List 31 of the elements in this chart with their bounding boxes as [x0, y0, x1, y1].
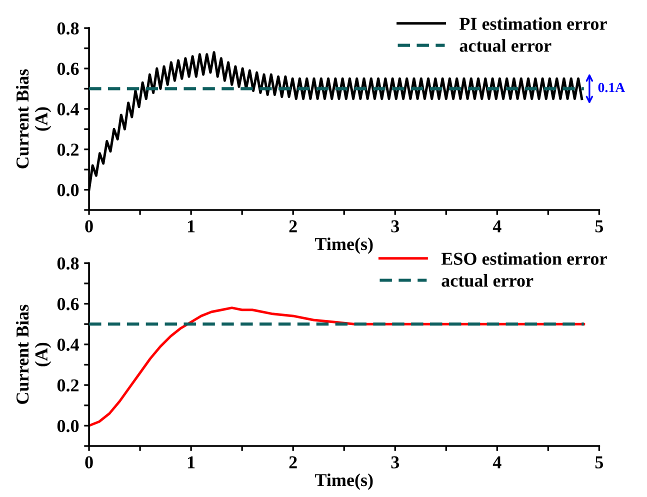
- y-tick-label: 0.8: [57, 257, 79, 270]
- x-tick-label: 2: [289, 456, 297, 468]
- legend-label: actual error: [442, 274, 534, 287]
- x-tick-label: 4: [492, 456, 502, 468]
- x-tick-label: 2: [289, 220, 297, 232]
- annotation: 0.1A: [598, 82, 626, 92]
- y-tick-label: 0.6: [57, 298, 79, 310]
- y-axis-title: Current Bias (A): [16, 69, 52, 168]
- legend-label: actual error: [460, 39, 552, 52]
- y-tick-label: 0.4: [57, 103, 79, 116]
- y-tick-label: 0.2: [57, 379, 79, 392]
- x-tick-label: 5: [595, 456, 604, 468]
- y-tick-label: 0.4: [57, 338, 79, 351]
- x-tick-label: 1: [188, 456, 195, 468]
- x-tick-label: 1: [188, 220, 195, 232]
- y-tick-label: 0.2: [57, 144, 79, 156]
- y-tick-label: 0.8: [57, 22, 79, 35]
- y-axis-title: Current Bias (A): [16, 304, 52, 404]
- x-tick-label: 5: [595, 220, 604, 232]
- x-axis-title: Time(s): [314, 237, 373, 254]
- x-tick-label: 3: [391, 456, 400, 468]
- x-axis-title: Time(s): [314, 473, 373, 490]
- x-tick-label: 0: [85, 456, 93, 468]
- y-tick-label: 0.6: [57, 62, 79, 76]
- x-tick-label: 0: [85, 220, 93, 232]
- y-tick-label: 0.0: [57, 420, 79, 432]
- x-tick-label: 3: [391, 220, 400, 232]
- y-tick-label: 0.0: [57, 184, 79, 196]
- legend-label: PI estimation error: [459, 17, 607, 30]
- x-tick-label: 4: [492, 220, 502, 232]
- legend-label: ESO estimation error: [441, 252, 607, 265]
